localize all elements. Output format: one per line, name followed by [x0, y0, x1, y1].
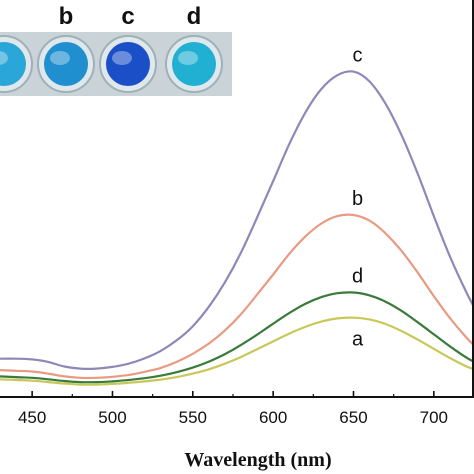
series-label-a: a	[352, 329, 364, 351]
x-tick-label-500: 500	[98, 408, 126, 427]
series-group	[0, 70, 474, 386]
series-line-b	[0, 213, 474, 380]
x-tick-label-700: 700	[420, 408, 448, 427]
inset-well-b	[44, 42, 88, 86]
series-labels: a b c d	[352, 45, 364, 351]
series-line-d	[0, 291, 474, 384]
x-tick-label-650: 650	[339, 408, 367, 427]
series-label-d: d	[352, 266, 363, 288]
series-line-c	[0, 70, 474, 370]
x-tick-label-600: 600	[259, 408, 287, 427]
inset-well-highlight	[112, 51, 132, 65]
inset-label-c: c	[121, 3, 134, 30]
x-axis-title: Wavelength (nm)	[184, 449, 331, 471]
inset-well-highlight	[0, 51, 8, 65]
inset-label-d: d	[187, 3, 202, 30]
x-tick-label-450: 450	[18, 408, 46, 427]
series-label-c: c	[353, 45, 363, 67]
inset-well-d	[172, 42, 216, 86]
inset-well-c	[106, 42, 150, 86]
x-axis: 450 500 550 600 650 700	[0, 0, 474, 427]
x-tick-label-550: 550	[179, 408, 207, 427]
inset-well-highlight	[178, 51, 198, 65]
inset-well-a	[0, 42, 26, 86]
series-line-a	[0, 316, 474, 386]
inset-well-highlight	[50, 51, 70, 65]
series-label-b: b	[352, 188, 363, 210]
inset-photo: b c d	[0, 3, 232, 96]
inset-label-b: b	[59, 3, 74, 30]
